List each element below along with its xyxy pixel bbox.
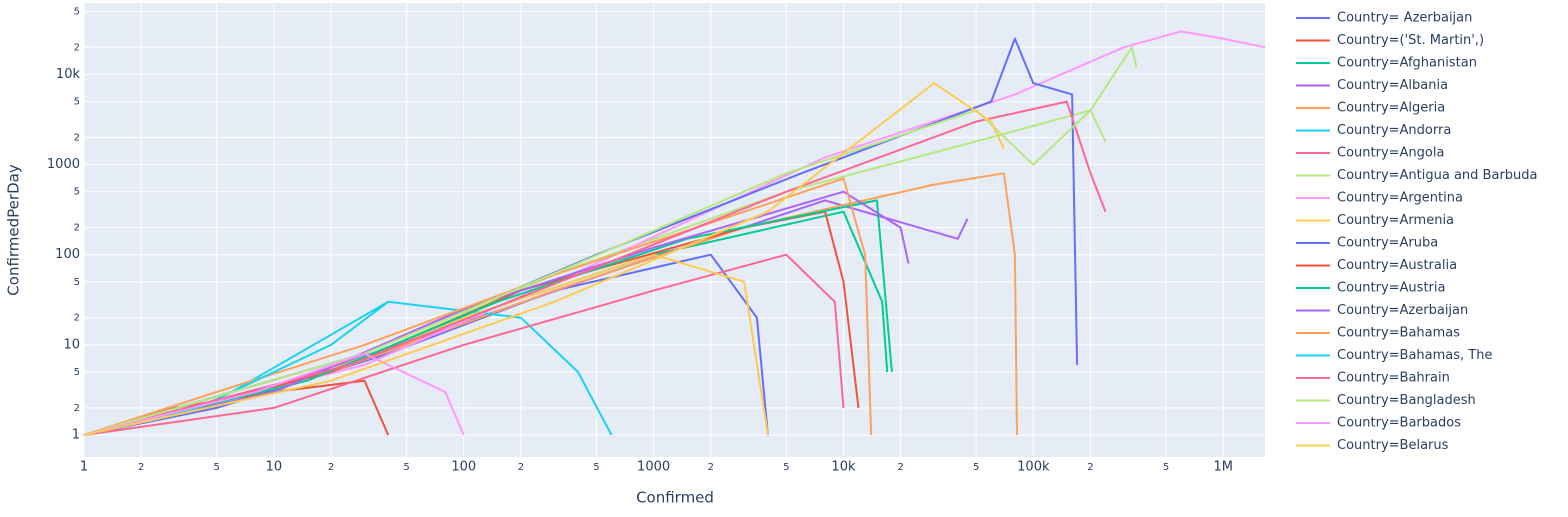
legend-label: Country=Bahrain [1337, 371, 1450, 386]
legend-label: Country=('St. Martin',) [1337, 33, 1484, 48]
x-tick-label: 10k [831, 460, 856, 475]
x-tick-label: 5 [214, 462, 220, 473]
series-line [83, 109, 1107, 436]
series-line [83, 100, 1107, 436]
x-tick-label: 1 [80, 460, 88, 475]
x-tick-label: 5 [973, 462, 979, 473]
y-tick-label: 5 [74, 367, 80, 378]
legend-label: Country=Afghanistan [1337, 56, 1477, 71]
series-line [83, 190, 910, 436]
x-tick-label: 10 [266, 460, 283, 475]
x-tick-label: 100 [451, 460, 476, 475]
x-tick-label: 2 [897, 462, 903, 473]
plot-area [84, 3, 1265, 457]
x-axis-title: Confirmed [636, 489, 714, 507]
y-tick-label: 5 [74, 97, 80, 108]
legend-label: Country=Australia [1337, 258, 1457, 273]
series-line [83, 30, 1266, 436]
y-tick-label: 100 [55, 247, 80, 262]
legend-label: Country=Bahamas [1337, 326, 1460, 341]
x-tick-label: 2 [518, 462, 524, 473]
x-tick-label: 2 [328, 462, 334, 473]
y-tick-label: 2 [74, 132, 80, 143]
x-tick-label: 1M [1213, 460, 1233, 475]
y-tick-label: 1 [72, 427, 80, 442]
legend-label: Country=Albania [1337, 78, 1448, 93]
series-line [83, 352, 465, 436]
legend-label: Country=Bangladesh [1337, 393, 1476, 408]
x-tick-label: 2 [708, 462, 714, 473]
y-tick-label: 10k [56, 67, 81, 82]
x-tick-label: 5 [593, 462, 599, 473]
x-tick-label: 5 [783, 462, 789, 473]
y-tick-label: 10 [63, 337, 80, 352]
x-tick-label: 2 [138, 462, 144, 473]
y-tick-label: 5 [74, 187, 80, 198]
legend-label: Country=Belarus [1337, 438, 1449, 453]
x-tick-label: 5 [403, 462, 409, 473]
y-tick-label: 2 [74, 403, 80, 414]
legend-label: Country=Barbados [1337, 416, 1461, 431]
y-tick-label: 2 [74, 223, 80, 234]
y-axis-title: ConfirmedPerDay [5, 164, 23, 296]
legend-label: Country= Azerbaijan [1337, 11, 1472, 26]
legend-label: Country=Bahamas, The [1337, 348, 1492, 363]
series-line [83, 253, 845, 436]
y-tick-label: 2 [74, 42, 80, 53]
y-tick-label: 5 [74, 277, 80, 288]
x-tick-label: 2 [1087, 462, 1093, 473]
series-line [83, 177, 873, 436]
legend-label: Country=Andorra [1337, 123, 1451, 138]
y-tick-label: 1000 [47, 157, 80, 172]
y-tick-label: 2 [74, 313, 80, 324]
legend-label: Country=Aruba [1337, 236, 1438, 251]
x-tick-label: 5 [1163, 462, 1169, 473]
series-line [83, 82, 1005, 436]
legend-label: Country=Angola [1337, 146, 1444, 161]
legend-label: Country=Antigua and Barbuda [1337, 168, 1538, 183]
legend-label: Country=Azerbaijan [1337, 303, 1468, 318]
legend-label: Country=Argentina [1337, 191, 1463, 206]
x-tick-label: 1000 [637, 460, 670, 475]
legend-label: Country=Austria [1337, 281, 1445, 296]
x-tick-label: 100k [1017, 460, 1050, 475]
legend-label: Country=Armenia [1337, 213, 1454, 228]
legend-label: Country=Algeria [1337, 101, 1445, 116]
y-tick-label: 5 [74, 6, 80, 17]
